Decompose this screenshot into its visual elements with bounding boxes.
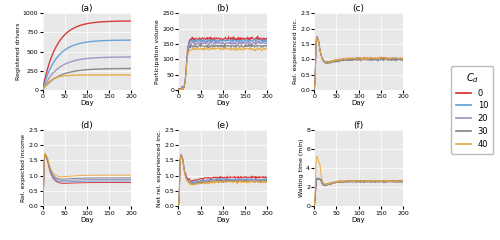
Title: (c): (c) xyxy=(352,4,364,13)
X-axis label: Day: Day xyxy=(216,100,230,106)
Y-axis label: Rel. expected income: Rel. expected income xyxy=(22,134,26,202)
Title: (b): (b) xyxy=(216,4,229,13)
Title: (f): (f) xyxy=(354,121,364,130)
Y-axis label: Participation volume: Participation volume xyxy=(156,19,160,84)
X-axis label: Day: Day xyxy=(80,100,94,106)
X-axis label: Day: Day xyxy=(216,217,230,223)
Y-axis label: Registered drivers: Registered drivers xyxy=(16,23,21,80)
X-axis label: Day: Day xyxy=(80,217,94,223)
Y-axis label: Waiting time (min): Waiting time (min) xyxy=(299,139,304,197)
Y-axis label: Rel. experienced inc.: Rel. experienced inc. xyxy=(293,18,298,84)
X-axis label: Day: Day xyxy=(352,100,366,106)
Title: (d): (d) xyxy=(80,121,93,130)
Title: (a): (a) xyxy=(80,4,93,13)
Legend: 0, 10, 20, 30, 40: 0, 10, 20, 30, 40 xyxy=(451,66,494,154)
Y-axis label: Net rel. experienced inc.: Net rel. experienced inc. xyxy=(158,129,162,207)
Title: (e): (e) xyxy=(216,121,229,130)
X-axis label: Day: Day xyxy=(352,217,366,223)
